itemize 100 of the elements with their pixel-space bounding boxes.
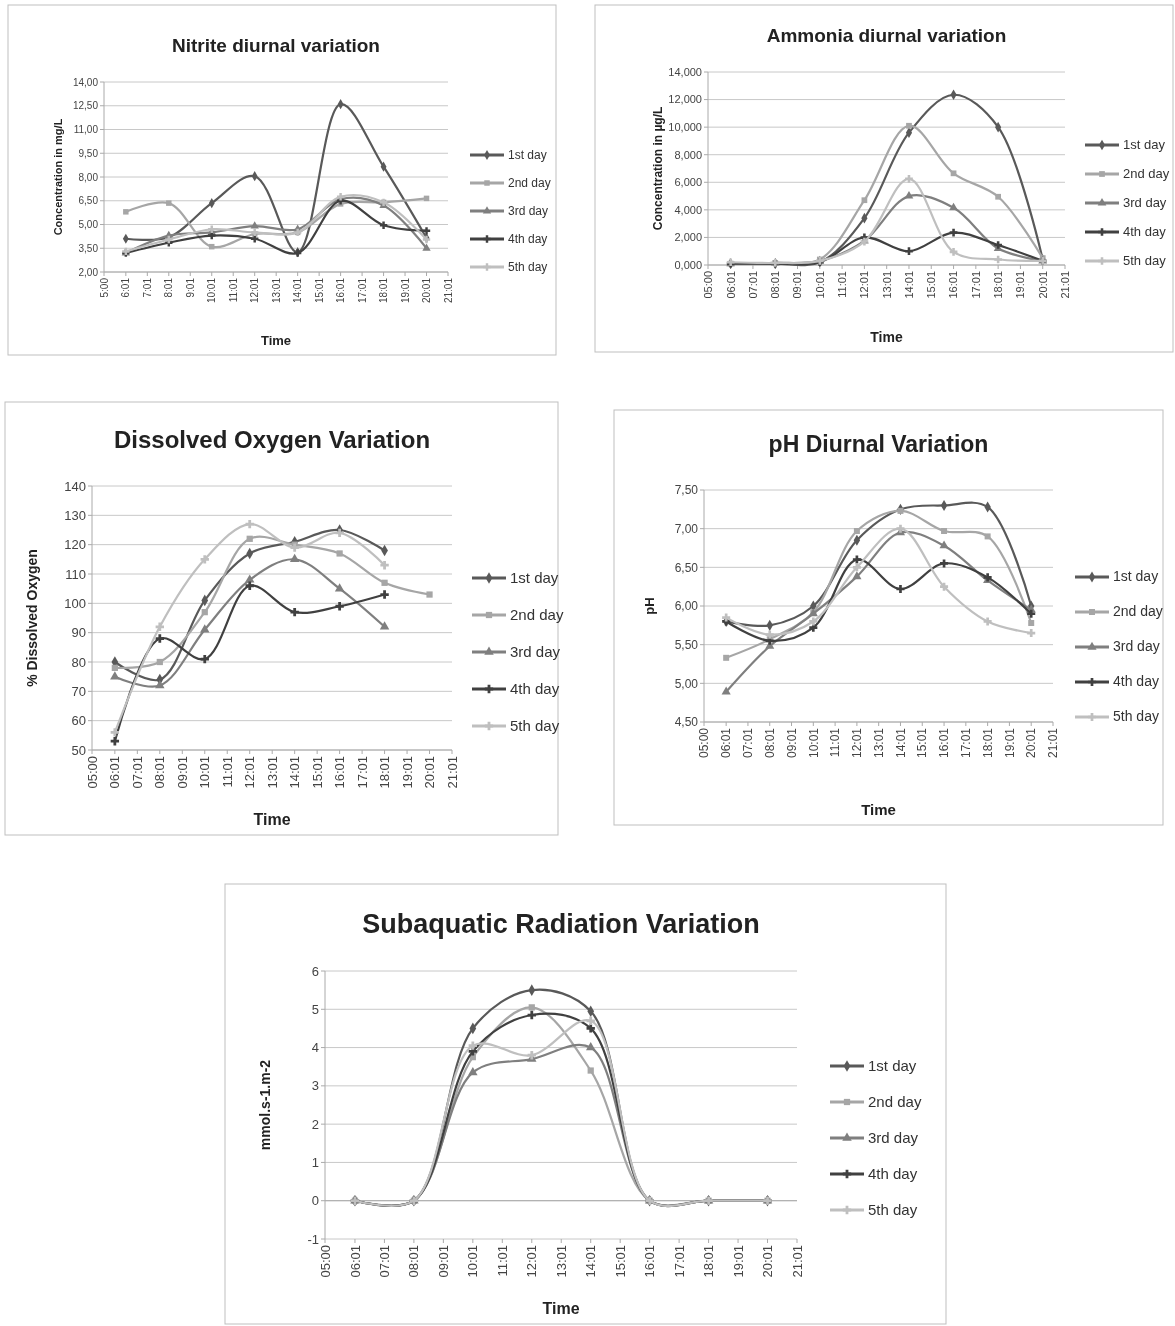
x-tick-label: 08:01 <box>769 271 782 299</box>
x-tick-label: 19:01 <box>399 756 415 789</box>
y-tick-label: 9,50 <box>78 147 99 159</box>
x-tick-label: 15:01 <box>313 277 325 304</box>
x-tick-label: 09:01 <box>435 1245 451 1278</box>
y-tick-label: 0,000 <box>674 258 702 271</box>
y-tick-label: 6,50 <box>674 560 699 575</box>
legend-label: 4th day <box>868 1164 918 1182</box>
x-tick-label: 14:01 <box>287 756 303 789</box>
legend-label: 1st day <box>510 568 559 586</box>
y-axis-title: % Dissolved Oxygen <box>24 549 41 687</box>
legend-label: 5th day <box>868 1200 918 1218</box>
x-tick-label: 16:01 <box>947 271 960 299</box>
x-tick-label: 17:01 <box>671 1245 687 1278</box>
y-tick-label: 5,00 <box>78 219 99 230</box>
x-tick-label: 19:01 <box>1014 271 1027 299</box>
y-tick-label: 11,00 <box>73 124 99 135</box>
chart-title: Dissolved Oxygen Variation <box>113 426 431 453</box>
y-tick-label: 8,000 <box>674 148 702 161</box>
legend-label: 4th day <box>508 231 548 246</box>
legend-label: 3rd day <box>508 203 549 218</box>
x-tick-label: 08:01 <box>762 727 777 759</box>
legend-label: 2nd day <box>508 175 551 190</box>
y-tick-label: 110 <box>65 566 86 582</box>
x-axis-title: Time <box>542 1300 580 1317</box>
x-tick-label: 18:01 <box>991 271 1004 299</box>
y-tick-label: 6,000 <box>674 176 702 189</box>
legend-label: 5th day <box>508 259 548 274</box>
x-tick-label: 19:01 <box>399 277 411 304</box>
x-tick-label: 06:01 <box>724 271 737 299</box>
x-tick-label: 9:01 <box>184 277 196 298</box>
y-tick-label: 10,000 <box>668 120 702 133</box>
x-tick-label: 17:01 <box>969 271 982 299</box>
x-tick-label: 19:01 <box>1002 727 1017 759</box>
x-tick-label: 12:01 <box>242 756 258 789</box>
x-tick-label: 06:01 <box>107 756 123 789</box>
x-tick-label: 20:01 <box>422 756 438 789</box>
x-axis-title: Time <box>861 801 896 818</box>
legend-label: 5th day <box>1123 252 1167 268</box>
x-tick-label: 14:01 <box>583 1245 599 1278</box>
x-tick-label: 09:01 <box>784 727 799 759</box>
y-tick-label: 12,50 <box>72 100 99 112</box>
chart-title: Ammonia diurnal variation <box>766 25 1007 46</box>
x-tick-label: 18:01 <box>701 1245 717 1278</box>
y-axis-title: pH <box>641 597 657 615</box>
legend-label: 2nd day <box>510 605 564 623</box>
legend-label: 4th day <box>1113 673 1159 690</box>
x-tick-label: 20:01 <box>760 1245 776 1278</box>
y-axis-title: mmol.s-1.m-2 <box>257 1059 274 1151</box>
y-tick-label: 3 <box>311 1078 319 1094</box>
legend-label: 4th day <box>510 679 560 697</box>
x-tick-label: 06:01 <box>347 1245 363 1278</box>
y-tick-label: 6 <box>311 963 319 979</box>
x-tick-label: 06:01 <box>719 727 734 759</box>
x-tick-label: 17:01 <box>356 277 368 304</box>
y-tick-label: 8,00 <box>78 171 99 183</box>
x-tick-label: 12:01 <box>249 277 261 304</box>
x-tick-label: 13:01 <box>264 756 280 789</box>
y-tick-label: 70 <box>71 683 86 699</box>
x-tick-label: 18:01 <box>377 756 393 789</box>
y-tick-label: 100 <box>64 595 86 611</box>
x-tick-label: 18:01 <box>378 277 390 304</box>
legend-label: 1st day <box>1123 136 1166 152</box>
x-tick-label: 21:01 <box>1058 271 1071 299</box>
y-tick-label: 120 <box>64 537 86 553</box>
x-tick-label: 13:01 <box>871 727 886 759</box>
x-tick-label: 16:01 <box>335 277 347 304</box>
legend-label: 5th day <box>1113 708 1159 725</box>
y-tick-label: 7,50 <box>674 483 699 498</box>
y-tick-label: 80 <box>71 654 86 670</box>
x-tick-label: 12:01 <box>524 1245 540 1278</box>
x-tick-label: 19:01 <box>730 1245 746 1278</box>
x-tick-label: 21:01 <box>442 277 454 304</box>
legend-label: 2nd day <box>1113 603 1163 620</box>
x-tick-label: 7:01 <box>141 277 153 298</box>
x-tick-label: 21:01 <box>789 1245 805 1278</box>
x-tick-label: 11:01 <box>828 727 843 758</box>
y-tick-label: -1 <box>307 1231 319 1247</box>
x-tick-label: 10:01 <box>813 271 826 299</box>
x-tick-label: 5:00 <box>98 277 110 298</box>
x-tick-label: 08:01 <box>152 756 168 789</box>
x-tick-label: 12:01 <box>850 727 865 759</box>
y-tick-label: 130 <box>64 507 86 523</box>
y-tick-label: 4 <box>311 1040 319 1056</box>
x-tick-label: 10:01 <box>197 756 213 789</box>
x-tick-label: 09:01 <box>791 271 804 299</box>
x-tick-label: 07:01 <box>129 756 145 789</box>
x-tick-label: 14:01 <box>893 727 908 759</box>
y-tick-label: 4,50 <box>674 715 699 730</box>
x-tick-label: 13:01 <box>270 277 282 304</box>
x-tick-label: 15:01 <box>925 271 938 299</box>
x-tick-label: 16:01 <box>937 727 952 759</box>
x-tick-label: 09:01 <box>174 756 190 789</box>
x-tick-label: 07:01 <box>746 271 759 299</box>
x-tick-label: 05:00 <box>317 1245 333 1278</box>
x-tick-label: 15:01 <box>309 756 325 789</box>
x-tick-label: 18:01 <box>980 727 995 759</box>
x-tick-label: 20:01 <box>1024 727 1039 759</box>
x-tick-label: 11:01 <box>219 756 235 788</box>
y-tick-label: 5,00 <box>674 676 699 691</box>
